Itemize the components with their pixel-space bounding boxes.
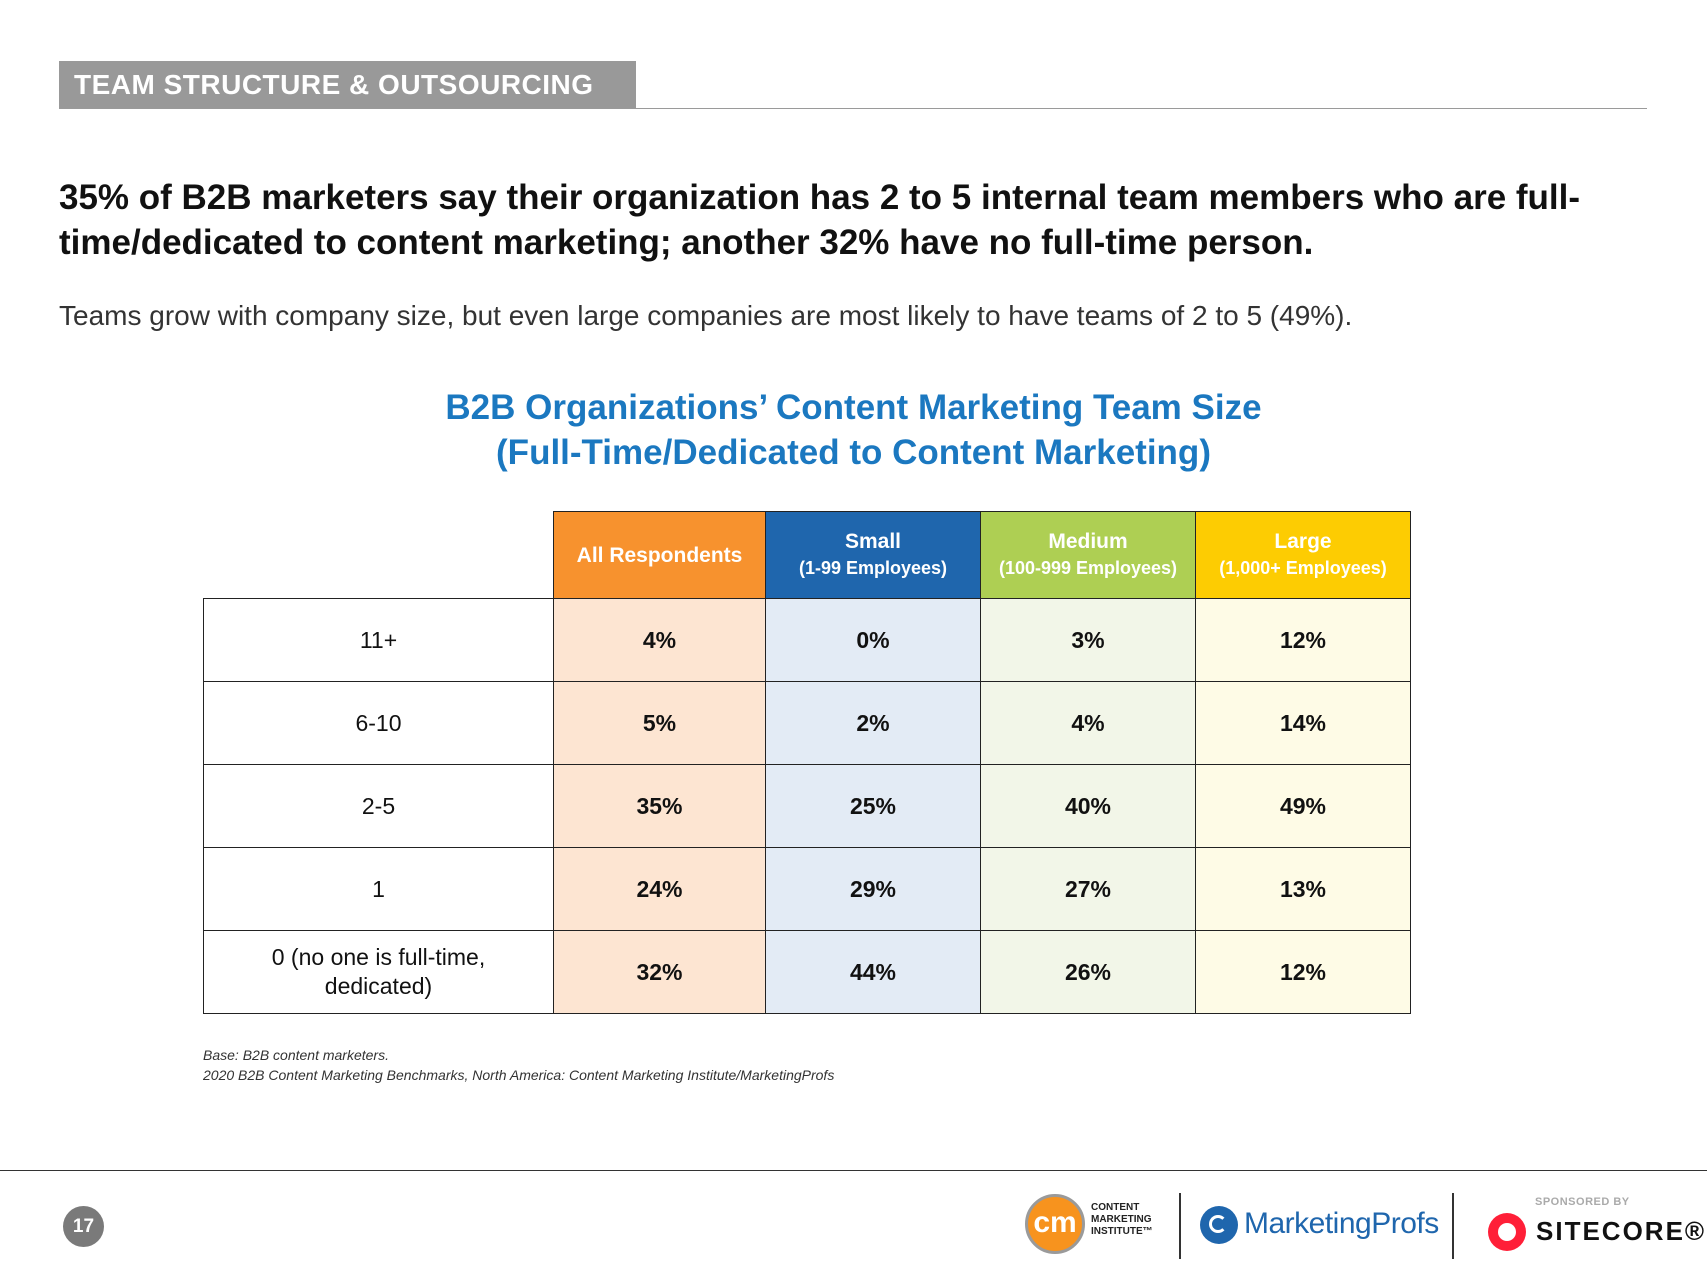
footer-divider xyxy=(0,1170,1707,1171)
headline: 35% of B2B marketers say their organizat… xyxy=(59,178,1581,262)
logo-divider xyxy=(1179,1193,1181,1259)
cell-all-respondents: 4% xyxy=(553,598,766,682)
table-row: 1 24% 29% 27% 13% xyxy=(203,847,1411,931)
cell-medium: 40% xyxy=(980,764,1196,848)
table-header-row: All Respondents Small (1-99 Employees) M… xyxy=(203,511,1411,599)
footnotes: Base: B2B content marketers. 2020 B2B Co… xyxy=(203,1045,834,1085)
column-header-small: Small (1-99 Employees) xyxy=(765,511,981,599)
cell-large: 14% xyxy=(1195,681,1411,765)
column-header-sublabel: (1-99 Employees) xyxy=(798,558,948,578)
row-label: 2-5 xyxy=(203,764,554,848)
logo-divider xyxy=(1452,1193,1454,1259)
cell-all-respondents: 5% xyxy=(553,681,766,765)
column-header-all-respondents: All Respondents xyxy=(553,511,766,599)
chart-subtitle: (Full-Time/Dedicated to Content Marketin… xyxy=(496,433,1211,472)
chart-title-block: B2B Organizations’ Content Marketing Tea… xyxy=(0,385,1707,475)
cell-medium: 3% xyxy=(980,598,1196,682)
table-row: 11+ 4% 0% 3% 12% xyxy=(203,598,1411,682)
column-header-sublabel: (1,000+ Employees) xyxy=(1219,558,1387,578)
cell-all-respondents: 35% xyxy=(553,764,766,848)
row-label: 1 xyxy=(203,847,554,931)
cmi-line: MARKETING xyxy=(1091,1214,1152,1225)
footnote-base: Base: B2B content marketers. xyxy=(203,1047,389,1063)
row-label: 11+ xyxy=(203,598,554,682)
column-header-label: Small xyxy=(844,530,902,553)
section-divider xyxy=(59,108,1647,109)
cell-medium: 4% xyxy=(980,681,1196,765)
column-header-label: All Respondents xyxy=(576,543,743,567)
section-tag: TEAM STRUCTURE & OUTSOURCING xyxy=(59,61,636,108)
cmi-line: INSTITUTE™ xyxy=(1091,1226,1153,1237)
cell-small: 44% xyxy=(765,930,981,1014)
team-size-table: All Respondents Small (1-99 Employees) M… xyxy=(203,511,1411,1014)
cmi-wordmark: CONTENT MARKETING INSTITUTE™ xyxy=(1091,1202,1153,1238)
table-row: 2-5 35% 25% 40% 49% xyxy=(203,764,1411,848)
cell-large: 49% xyxy=(1195,764,1411,848)
subheadline: Teams grow with company size, but even l… xyxy=(59,300,1353,331)
page-number-badge: 17 xyxy=(63,1206,104,1247)
row-label: 0 (no one is full-time, dedicated) xyxy=(203,930,554,1014)
chart-title: B2B Organizations’ Content Marketing Tea… xyxy=(445,388,1262,427)
cell-medium: 26% xyxy=(980,930,1196,1014)
sitecore-logo: SITECORE® xyxy=(1488,1210,1704,1252)
cmi-line: CONTENT xyxy=(1091,1202,1140,1213)
table-row: 6-10 5% 2% 4% 14% xyxy=(203,681,1411,765)
table-row: 0 (no one is full-time, dedicated) 32% 4… xyxy=(203,930,1411,1014)
column-header-label: Large xyxy=(1274,530,1332,553)
cell-all-respondents: 24% xyxy=(553,847,766,931)
cell-large: 13% xyxy=(1195,847,1411,931)
sponsored-by-label: SPONSORED BY xyxy=(1535,1196,1630,1208)
footnote-source: 2020 B2B Content Marketing Benchmarks, N… xyxy=(203,1067,835,1083)
column-header-large: Large (1,000+ Employees) xyxy=(1195,511,1411,599)
column-header-medium: Medium (100-999 Employees) xyxy=(980,511,1196,599)
cell-large: 12% xyxy=(1195,930,1411,1014)
cell-small: 25% xyxy=(765,764,981,848)
header-corner xyxy=(203,511,554,599)
cell-small: 0% xyxy=(765,598,981,682)
cell-small: 2% xyxy=(765,681,981,765)
column-header-label: Medium xyxy=(1048,530,1128,553)
marketingprofs-logo: MarketingProfs xyxy=(1200,1203,1440,1247)
sitecore-wordmark: SITECORE® xyxy=(1536,1216,1707,1246)
cell-small: 29% xyxy=(765,847,981,931)
marketingprofs-wordmark: MarketingProfs xyxy=(1244,1207,1439,1240)
cell-medium: 27% xyxy=(980,847,1196,931)
sitecore-icon xyxy=(1488,1213,1526,1251)
column-header-sublabel: (100-999 Employees) xyxy=(998,558,1178,578)
row-label: 6-10 xyxy=(203,681,554,765)
cmi-icon: cm xyxy=(1025,1194,1085,1254)
marketingprofs-icon xyxy=(1200,1206,1238,1244)
cell-large: 12% xyxy=(1195,598,1411,682)
cell-all-respondents: 32% xyxy=(553,930,766,1014)
content-marketing-institute-logo: cm CONTENT MARKETING INSTITUTE™ xyxy=(1025,1192,1155,1258)
